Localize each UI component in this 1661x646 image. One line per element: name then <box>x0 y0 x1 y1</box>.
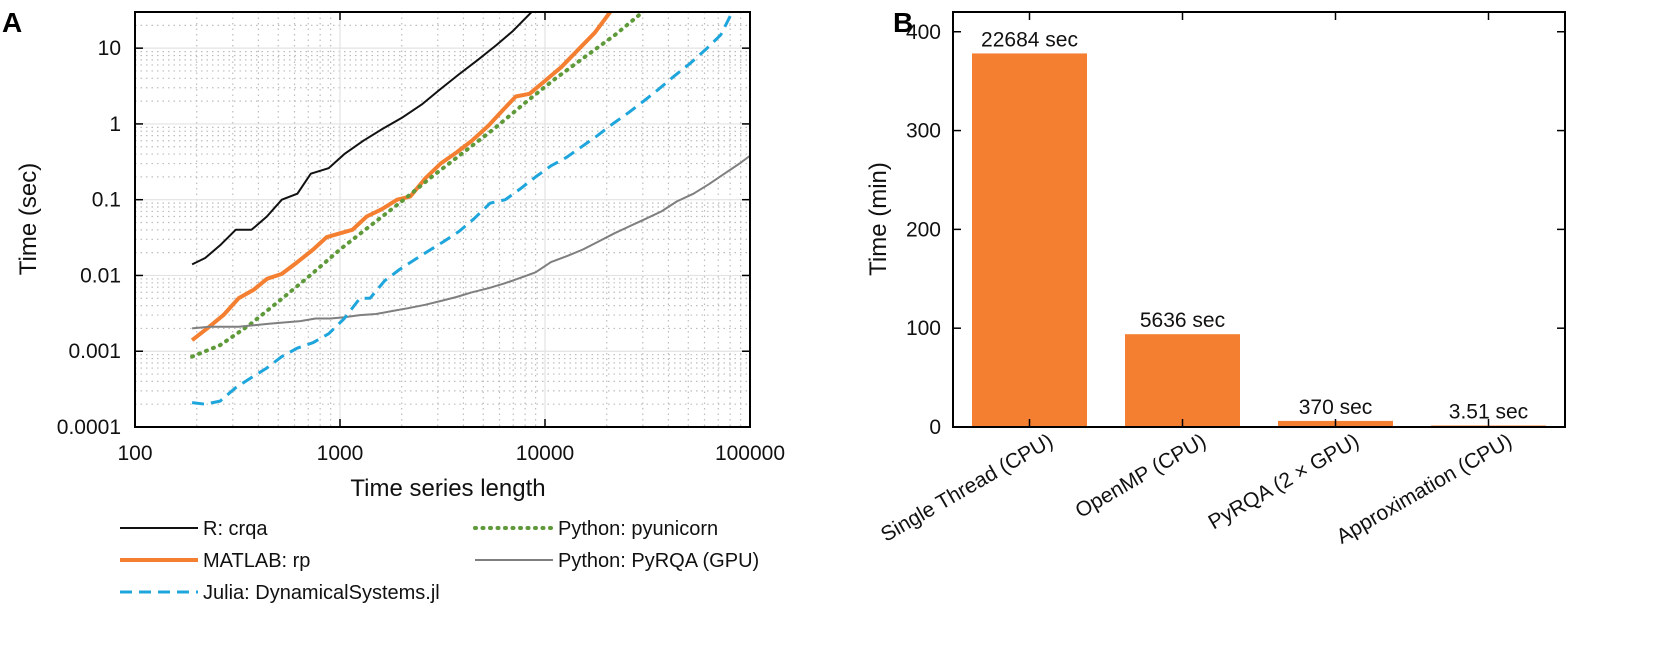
bar-0 <box>972 53 1087 427</box>
panel-b-label: B <box>893 7 913 38</box>
y-tick-label: 0.1 <box>92 189 121 212</box>
legend-label-1: MATLAB: rp <box>203 550 310 572</box>
chart-a-grid <box>134 12 751 428</box>
bar-value-label-3: 3.51 sec <box>1449 401 1528 424</box>
category-label-1: OpenMP (CPU) <box>1071 429 1210 522</box>
chart-b-ticks: 0 100 200 300 400 <box>906 12 1565 439</box>
chart-b-y-axis-label: Time (min) <box>865 162 892 276</box>
chart-a-ticks: 100 1000 10000 100000 0.0001 0.001 0.01 0.1 1 10 <box>57 12 785 465</box>
series-line-4 <box>191 12 734 406</box>
series-line-2 <box>190 12 645 359</box>
runtime-line-chart: 100 1000 10000 1000000.00010.0010.010.1110 … <box>15 11 785 604</box>
runtime-bar-chart: 22684 sec Single Thread (CPU) 5636 sec Open… <box>865 11 1566 549</box>
panel-a-label: A <box>2 7 22 38</box>
legend-label-3: Python: PyRQA (GPU) <box>558 550 759 572</box>
chart-b-frame <box>952 11 1566 428</box>
x-tick-label: 10000 <box>516 442 574 465</box>
chart-a-x-axis-label: Time series length <box>350 475 545 502</box>
series-line-1 <box>190 12 612 342</box>
bar-value-label-2: 370 sec <box>1299 396 1373 419</box>
x-tick-label: 100 <box>117 442 152 465</box>
y-tick-label: 100 <box>906 317 941 340</box>
y-tick-label: 400 <box>906 21 941 44</box>
bar-value-label-1: 5636 sec <box>1140 309 1225 332</box>
y-tick-label: 10 <box>98 37 121 60</box>
chart-a-series <box>190 12 750 406</box>
y-tick-label: 0.01 <box>80 264 121 287</box>
series-line-3 <box>192 154 750 330</box>
y-tick-label: 300 <box>906 120 941 143</box>
legend-label-2: Python: pyunicorn <box>558 518 718 540</box>
x-tick-label: 1000 <box>317 442 364 465</box>
y-tick-label: 1 <box>109 113 121 136</box>
y-tick-label: 0.0001 <box>57 416 121 439</box>
chart-a-legend: R: crqa MATLAB: rp Julia: DynamicalSystems… <box>120 518 759 604</box>
category-label-0: Single Thread (CPU) <box>877 429 1057 546</box>
legend-label-0: R: crqa <box>203 518 268 540</box>
category-label-2: PyRQA (2 × GPU) <box>1204 429 1363 534</box>
y-tick-label: 0.001 <box>68 340 121 363</box>
chart-a-frame <box>134 11 751 428</box>
chart-a-y-axis-label: Time (sec) <box>15 163 42 275</box>
y-tick-label: 0 <box>929 416 941 439</box>
legend-label-4: Julia: DynamicalSystems.jl <box>203 582 440 604</box>
x-tick-label: 100000 <box>715 442 785 465</box>
bar-value-label-0: 22684 sec <box>981 28 1078 51</box>
bar-1 <box>1125 334 1240 427</box>
series-line-0 <box>191 12 533 266</box>
chart-b-bars: 22684 sec Single Thread (CPU) 5636 sec Open… <box>877 28 1546 549</box>
y-tick-label: 200 <box>906 218 941 241</box>
